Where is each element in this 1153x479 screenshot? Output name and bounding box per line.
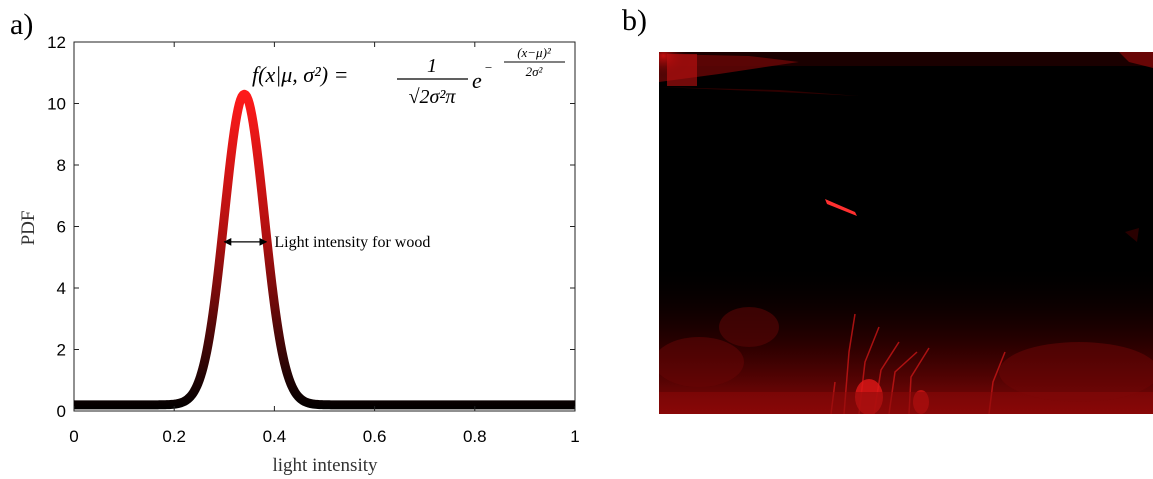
x-tick-label: 0.8 [463, 427, 487, 446]
x-tick-label: 1 [570, 427, 579, 446]
y-tick-label: 4 [57, 279, 66, 298]
formula-lhs: f(x|μ, σ²) = [252, 62, 348, 87]
y-tick-label: 10 [47, 95, 66, 114]
panel-label-b: b) [622, 4, 647, 37]
y-tick-label: 6 [57, 218, 66, 237]
x-tick-label: 0.4 [263, 427, 287, 446]
formula-frac-num: 1 [427, 55, 437, 77]
plot-area [70, 41, 579, 412]
panel-label-a: a) [10, 8, 34, 41]
formula-exp-den: 2σ² [526, 64, 544, 79]
formula-exp-num: (x−μ)² [517, 45, 552, 60]
y-tick-label: 12 [47, 33, 66, 52]
y-tick-label: 0 [57, 402, 66, 421]
formula-exp-sign: − [484, 60, 493, 75]
formula-exp-base: e [472, 68, 482, 93]
x-axis-title: light intensity [272, 455, 378, 476]
x-tick-label: 0.6 [363, 427, 387, 446]
plot-frame [73, 41, 576, 412]
gaussian-formula: f(x|μ, σ²) = 1 √2σ²π e − (x−μ)² 2σ² [252, 45, 565, 108]
y-tick-label: 8 [57, 156, 66, 175]
pdf-curve [70, 89, 579, 410]
thresholded-image [659, 52, 1153, 414]
formula-frac-den: √2σ²π [409, 86, 457, 108]
annotation-text: Light intensity for wood [274, 234, 430, 251]
y-axis-title: PDF [18, 211, 39, 246]
x-tick-label: 0 [69, 427, 78, 446]
y-tick-label: 2 [57, 341, 66, 360]
x-tick-label: 0.2 [162, 427, 186, 446]
